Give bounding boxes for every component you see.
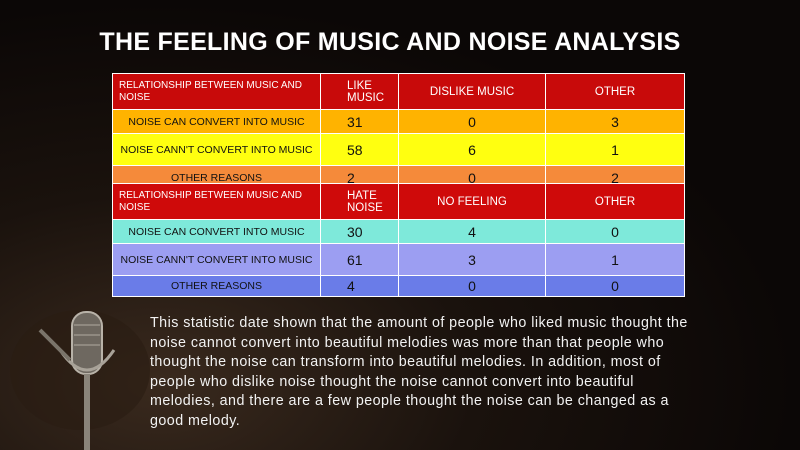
row-label: NOISE CAN CONVERT INTO MUSIC	[112, 109, 321, 134]
description: This statistic date shown that the amoun…	[150, 315, 688, 429]
table-row: NOISE CANN'T CONVERT INTO MUSIC 58 6 1	[112, 133, 685, 166]
table: RELATIONSHIP BETWEEN MUSIC AND NOISE HATE…	[112, 183, 685, 297]
cell: LIKE MUSIC	[320, 73, 399, 110]
cell: 0	[398, 275, 546, 297]
cell: 6	[398, 133, 546, 166]
cell: 0	[545, 219, 685, 244]
cell: 58	[320, 133, 399, 166]
row-label: OTHER REASONS	[112, 275, 321, 297]
cell: 4	[320, 275, 399, 297]
table-row: NOISE CAN CONVERT INTO MUSIC 31 0 3	[112, 109, 685, 134]
cell: 3	[545, 109, 685, 134]
cell: DISLIKE MUSIC	[398, 73, 546, 110]
row-label: NOISE CAN CONVERT INTO MUSIC	[112, 219, 321, 244]
table-row: RELATIONSHIP BETWEEN MUSIC AND NOISE LIKE…	[112, 73, 685, 110]
row-label: RELATIONSHIP BETWEEN MUSIC AND NOISE	[112, 183, 321, 220]
title: THE FEELING OF MUSIC AND NOISE ANALYSIS	[99, 28, 681, 56]
cell: OTHER	[545, 73, 685, 110]
cell: 1	[545, 243, 685, 276]
row-label: NOISE CANN'T CONVERT INTO MUSIC	[112, 243, 321, 276]
table-row: NOISE CANN'T CONVERT INTO MUSIC 61 3 1	[112, 243, 685, 276]
cell: 61	[320, 243, 399, 276]
cell: 1	[545, 133, 685, 166]
table: RELATIONSHIP BETWEEN MUSIC AND NOISE LIKE…	[112, 73, 685, 190]
table-row: NOISE CAN CONVERT INTO MUSIC 30 4 0	[112, 219, 685, 244]
row-label: RELATIONSHIP BETWEEN MUSIC AND NOISE	[112, 73, 321, 110]
cell: 4	[398, 219, 546, 244]
cell: 30	[320, 219, 399, 244]
row-label: NOISE CANN'T CONVERT INTO MUSIC	[112, 133, 321, 166]
microphone-image	[10, 310, 150, 450]
table-row: RELATIONSHIP BETWEEN MUSIC AND NOISE HATE…	[112, 183, 685, 220]
cell: 31	[320, 109, 399, 134]
cell: 0	[398, 109, 546, 134]
cell: NO FEELING	[398, 183, 546, 220]
table-row: OTHER REASONS 4 0 0	[112, 275, 685, 297]
cell: OTHER	[545, 183, 685, 220]
cell: HATE NOISE	[320, 183, 399, 220]
cell: 0	[545, 275, 685, 297]
cell: 3	[398, 243, 546, 276]
